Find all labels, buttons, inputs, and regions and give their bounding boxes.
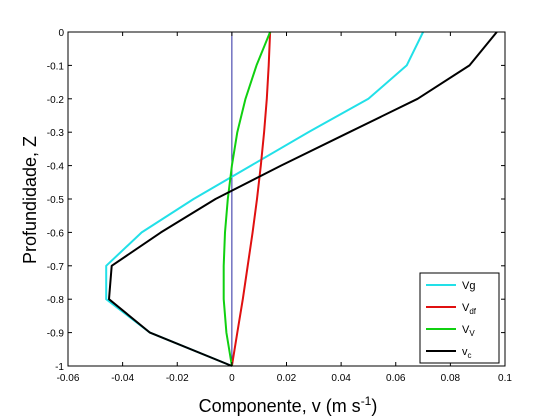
legend-label-vdf: Vdf — [462, 302, 477, 316]
x-tick-label: -0.04 — [111, 373, 134, 384]
x-tick-label: 0.04 — [331, 373, 351, 384]
legend-label-vv: VV — [462, 324, 475, 338]
y-tick-label: 0 — [58, 28, 64, 39]
legend-label-vc: vc — [462, 346, 472, 360]
legend: Vg Vdf VV vc — [419, 272, 500, 364]
y-tick-label: -0.1 — [47, 61, 65, 72]
x-tick-label: 0.1 — [498, 373, 512, 384]
y-tick-label: -0.3 — [47, 128, 65, 139]
y-tick-label: -0.2 — [47, 95, 65, 106]
x-tick-label: 0.02 — [277, 373, 297, 384]
x-tick-label: -0.06 — [57, 373, 80, 384]
series-line-vv — [222, 31, 272, 367]
legend-box — [419, 272, 500, 364]
y-tick-label: -0.6 — [47, 228, 65, 239]
axis-ticks: -0.06 -0.04 -0.02 0 0.02 0.04 0.06 0.08 0.1 0 -0.1… — [47, 28, 513, 384]
series-line-vg — [105, 31, 424, 367]
x-tick-label: 0.06 — [386, 373, 406, 384]
x-tick-label: -0.02 — [166, 373, 189, 384]
y-tick-label: -0.7 — [47, 262, 65, 273]
y-tick-label: -0.5 — [47, 195, 65, 206]
y-axis-label: Profundidade, Z — [20, 136, 40, 264]
y-tick-label: -0.8 — [47, 295, 65, 306]
series-line-vdf — [230, 31, 272, 367]
x-axis-label: Componente, v (m s-1) — [199, 394, 378, 416]
x-tick-label: 0.08 — [441, 373, 461, 384]
series-line-vc — [108, 31, 498, 367]
y-tick-label: -1 — [55, 362, 64, 373]
y-tick-label: -0.4 — [47, 162, 65, 173]
x-tick-label: 0 — [229, 373, 235, 384]
legend-label-vg: Vg — [462, 280, 475, 292]
y-tick-label: -0.9 — [47, 329, 65, 340]
